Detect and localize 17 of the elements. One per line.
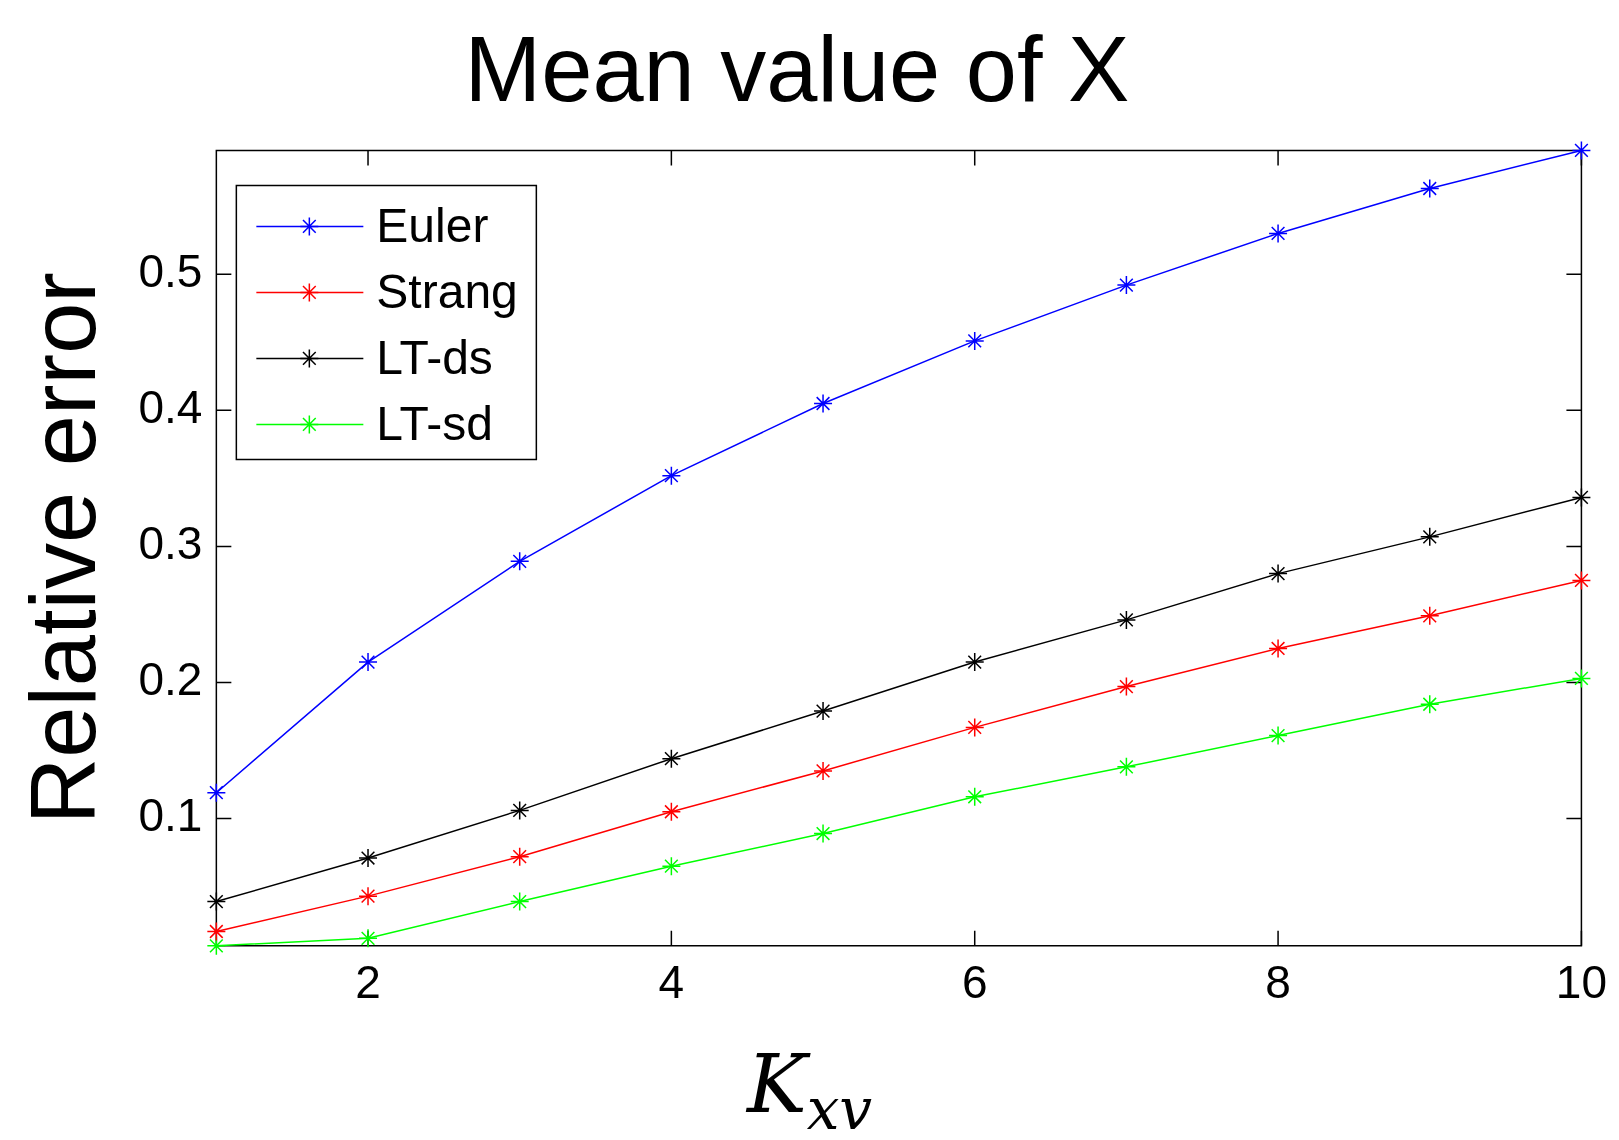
y-axis-title: Relative error — [11, 272, 114, 825]
x-tick-label: 10 — [1555, 956, 1607, 1009]
x-tick-label: 6 — [961, 956, 988, 1009]
x-tick-label: 2 — [355, 956, 381, 1009]
legend-label: Strang — [376, 264, 518, 318]
legend-label: LT-ds — [376, 330, 493, 384]
y-tick-label: 0.4 — [138, 381, 203, 433]
legend-label: LT-sd — [376, 396, 493, 450]
y-tick-label: 0.1 — [138, 789, 203, 842]
legend-label: Euler — [376, 198, 489, 252]
y-tick-label: 0.2 — [138, 653, 203, 706]
chart-title: Mean value of X — [464, 17, 1130, 120]
x-tick-label: 4 — [658, 956, 685, 1009]
x-tick-label: 8 — [1265, 956, 1291, 1009]
x-axis-title: K$_{xv}$ — [745, 1037, 874, 1140]
y-tick-label: 0.3 — [138, 517, 203, 570]
y-tick-label: 0.5 — [138, 244, 203, 297]
